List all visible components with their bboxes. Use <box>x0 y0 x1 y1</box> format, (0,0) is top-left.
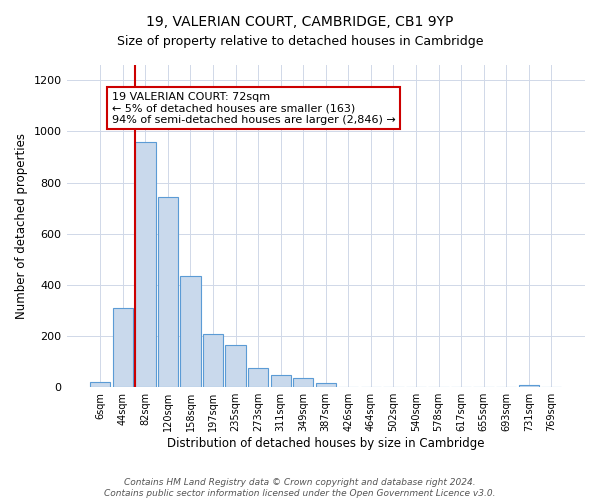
Text: Size of property relative to detached houses in Cambridge: Size of property relative to detached ho… <box>117 35 483 48</box>
Bar <box>90 382 110 387</box>
Text: 19 VALERIAN COURT: 72sqm
← 5% of detached houses are smaller (163)
94% of semi-d: 19 VALERIAN COURT: 72sqm ← 5% of detache… <box>112 92 395 125</box>
Bar <box>113 308 133 387</box>
Text: 19, VALERIAN COURT, CAMBRIDGE, CB1 9YP: 19, VALERIAN COURT, CAMBRIDGE, CB1 9YP <box>146 15 454 29</box>
Bar <box>271 375 291 387</box>
Bar <box>158 196 178 387</box>
Bar <box>248 368 268 387</box>
Bar <box>316 382 336 387</box>
X-axis label: Distribution of detached houses by size in Cambridge: Distribution of detached houses by size … <box>167 437 485 450</box>
Y-axis label: Number of detached properties: Number of detached properties <box>15 133 28 319</box>
Bar <box>518 384 539 387</box>
Bar <box>226 345 246 387</box>
Bar <box>181 276 200 387</box>
Bar <box>135 142 155 387</box>
Bar <box>203 334 223 387</box>
Bar <box>293 378 313 387</box>
Text: Contains HM Land Registry data © Crown copyright and database right 2024.
Contai: Contains HM Land Registry data © Crown c… <box>104 478 496 498</box>
